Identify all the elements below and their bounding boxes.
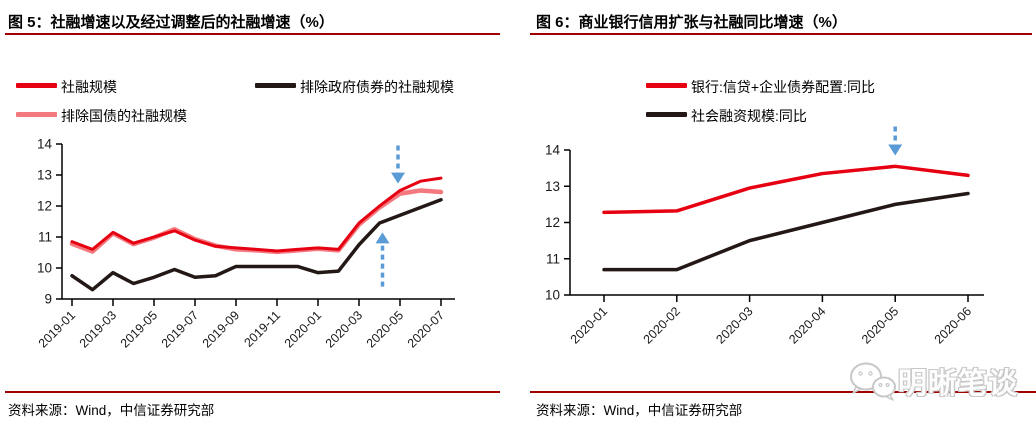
svg-text:2019-05: 2019-05 [118,308,160,350]
legend-label-shrgm: 社融规模 [61,79,117,95]
figure5-title: 图 5：社融增速以及经过调整后的社融增速（%） [8,14,334,31]
svg-text:10: 10 [545,288,560,303]
svg-text:2020-01: 2020-01 [282,308,324,350]
legend-swatch-shrgm [16,83,57,88]
svg-text:2020-03: 2020-03 [323,308,365,350]
legend-label-paichu-guozhai: 排除国债的社融规模 [61,108,187,124]
svg-text:2019-09: 2019-09 [200,308,242,350]
svg-text:2019-03: 2019-03 [77,308,119,350]
svg-text:2019-11: 2019-11 [241,308,283,350]
svg-text:13: 13 [545,179,560,194]
watermark-text: 明晰笔谈 [898,368,1019,400]
svg-text:2019-07: 2019-07 [159,308,201,350]
svg-text:14: 14 [37,137,53,152]
legend-swatch-bank [646,83,687,88]
svg-text:13: 13 [37,168,52,183]
svg-text:10: 10 [37,261,52,276]
svg-text:2020-01: 2020-01 [568,304,610,346]
wechat-icon [850,362,896,401]
svg-text:11: 11 [546,251,560,266]
svg-text:12: 12 [545,215,560,230]
figure6-source: 资料来源：Wind，中信证券研究部 [536,403,743,418]
svg-text:12: 12 [37,199,52,214]
figure6-source-rule [530,391,1036,393]
figure5-source: 资料来源：Wind，中信证券研究部 [8,403,215,418]
legend-label-shr-tb: 社会融资规模:同比 [691,108,807,124]
svg-text:2020-04: 2020-04 [786,304,828,346]
figure5-title-rule [5,33,500,35]
svg-text:2020-05: 2020-05 [859,304,901,346]
svg-text:2020-07: 2020-07 [405,308,447,350]
figure6-title-rule [530,33,1032,35]
legend-swatch-shr-tb [646,112,687,117]
legend-label-bank: 银行:信贷+企业债券配置:同比 [691,79,875,95]
legend-label-paichu-zhengfu: 排除政府债券的社融规模 [300,79,454,95]
legend-swatch-paichu-zhengfu [255,83,296,88]
svg-text:14: 14 [545,143,561,158]
watermark: 明晰笔谈 [846,360,1018,402]
figure5-source-rule [5,391,500,393]
svg-text:2020-03: 2020-03 [713,304,755,346]
svg-text:2020-05: 2020-05 [364,308,406,350]
figure6-title: 图 6：商业银行信用扩张与社融同比增速（%） [536,14,847,31]
figure5-line-chart: 910111213142019-012019-032019-052019-072… [36,137,455,351]
svg-text:11: 11 [38,230,52,245]
svg-text:2020-02: 2020-02 [641,304,683,346]
svg-text:2020-06: 2020-06 [932,304,974,346]
svg-text:9: 9 [44,292,52,307]
svg-text:2019-01: 2019-01 [36,308,78,350]
legend-swatch-paichu-guozhai [16,112,57,117]
figure6-line-chart: 10 11 12 13 14 2020-01 2020-02 2020-03 2020-04 20… [545,126,984,347]
